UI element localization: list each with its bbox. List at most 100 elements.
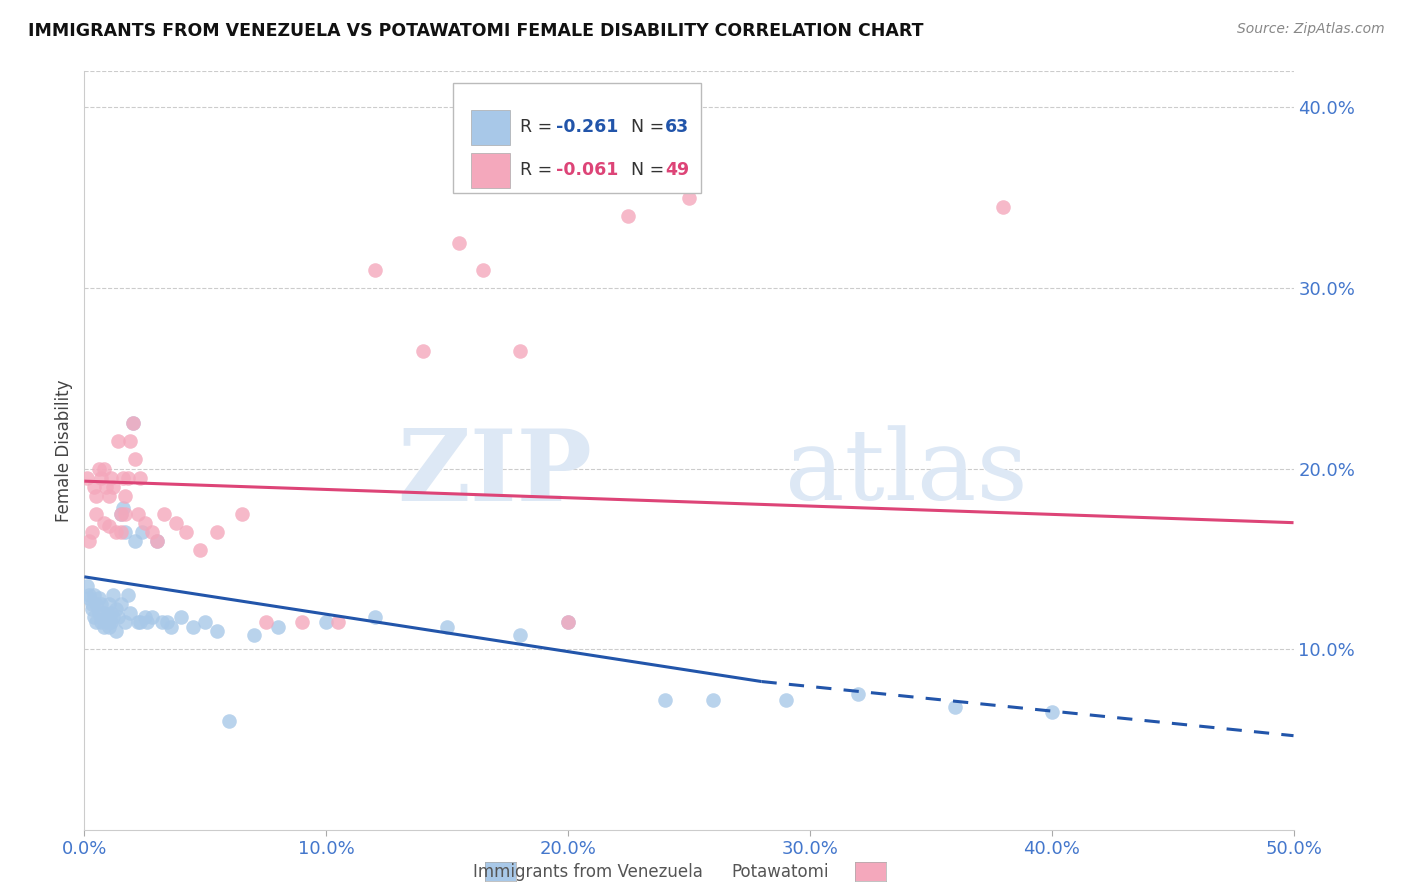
Point	[76, 470, 98, 484]
Point	[509, 344, 531, 359]
Point	[86, 597, 108, 611]
Point	[93, 620, 115, 634]
Point	[557, 615, 579, 629]
Text: -0.261: -0.261	[555, 119, 619, 136]
Point	[412, 344, 434, 359]
Point	[87, 606, 110, 620]
Point	[449, 235, 471, 250]
Point	[146, 533, 169, 548]
Point	[97, 597, 120, 611]
Point	[194, 615, 217, 629]
Point	[141, 609, 163, 624]
Point	[254, 615, 277, 629]
FancyBboxPatch shape	[471, 153, 510, 188]
Point	[678, 191, 700, 205]
Point	[76, 579, 98, 593]
Point	[775, 692, 797, 706]
Point	[94, 615, 117, 629]
Point	[291, 615, 314, 629]
Text: 63: 63	[665, 119, 689, 136]
Point	[107, 434, 129, 449]
Point	[77, 591, 100, 606]
Point	[83, 479, 105, 493]
Point	[218, 714, 240, 729]
Point	[150, 615, 173, 629]
Point	[472, 263, 495, 277]
Point	[110, 524, 132, 539]
Point	[654, 692, 676, 706]
Point	[110, 507, 132, 521]
Point	[80, 597, 103, 611]
Point	[93, 461, 115, 475]
Point	[242, 627, 264, 641]
Point	[104, 624, 127, 638]
Point	[328, 615, 350, 629]
Point	[90, 597, 112, 611]
Point	[93, 516, 115, 530]
FancyBboxPatch shape	[453, 83, 702, 193]
Point	[117, 470, 139, 484]
Point	[80, 602, 103, 616]
Point	[112, 470, 135, 484]
Point	[207, 624, 229, 638]
Point	[170, 609, 193, 624]
Point	[134, 609, 156, 624]
Point	[136, 615, 159, 629]
Point	[190, 542, 212, 557]
Text: ZIP: ZIP	[398, 425, 592, 522]
Point	[97, 489, 120, 503]
Text: N =: N =	[620, 119, 669, 136]
Point	[100, 470, 122, 484]
Point	[181, 620, 204, 634]
Text: N =: N =	[620, 161, 669, 179]
Point	[87, 591, 110, 606]
Point	[846, 687, 869, 701]
Text: -0.061: -0.061	[555, 161, 619, 179]
Point	[114, 507, 136, 521]
Text: Immigrants from Venezuela: Immigrants from Venezuela	[474, 863, 703, 881]
Point	[103, 479, 125, 493]
Point	[87, 461, 110, 475]
Point	[117, 588, 139, 602]
Point	[90, 615, 112, 629]
Point	[110, 507, 132, 521]
Point	[165, 516, 187, 530]
Text: IMMIGRANTS FROM VENEZUELA VS POTAWATOMI FEMALE DISABILITY CORRELATION CHART: IMMIGRANTS FROM VENEZUELA VS POTAWATOMI …	[28, 22, 924, 40]
Text: atlas: atlas	[785, 425, 1028, 521]
Point	[943, 699, 966, 714]
Point	[174, 524, 197, 539]
Text: Potawatomi: Potawatomi	[731, 863, 828, 881]
Point	[993, 200, 1015, 214]
Point	[86, 507, 108, 521]
Text: R =: R =	[520, 119, 557, 136]
Point	[127, 615, 149, 629]
Point	[124, 533, 146, 548]
Point	[83, 588, 105, 602]
Point	[90, 470, 112, 484]
Point	[127, 507, 149, 521]
Point	[120, 434, 142, 449]
Point	[121, 417, 143, 431]
Point	[131, 524, 153, 539]
Point	[77, 533, 100, 548]
Point	[207, 524, 229, 539]
Point	[134, 516, 156, 530]
Point	[129, 470, 152, 484]
Point	[97, 519, 120, 533]
Point	[114, 489, 136, 503]
Point	[94, 479, 117, 493]
Point	[315, 615, 337, 629]
Point	[80, 524, 103, 539]
Point	[103, 588, 125, 602]
Point	[363, 609, 385, 624]
Text: Source: ZipAtlas.com: Source: ZipAtlas.com	[1237, 22, 1385, 37]
Point	[110, 597, 132, 611]
Point	[104, 524, 127, 539]
FancyBboxPatch shape	[471, 110, 510, 145]
Point	[363, 263, 385, 277]
Y-axis label: Female Disability: Female Disability	[55, 379, 73, 522]
Point	[436, 620, 458, 634]
Point	[107, 609, 129, 624]
Point	[153, 507, 176, 521]
Point	[114, 615, 136, 629]
